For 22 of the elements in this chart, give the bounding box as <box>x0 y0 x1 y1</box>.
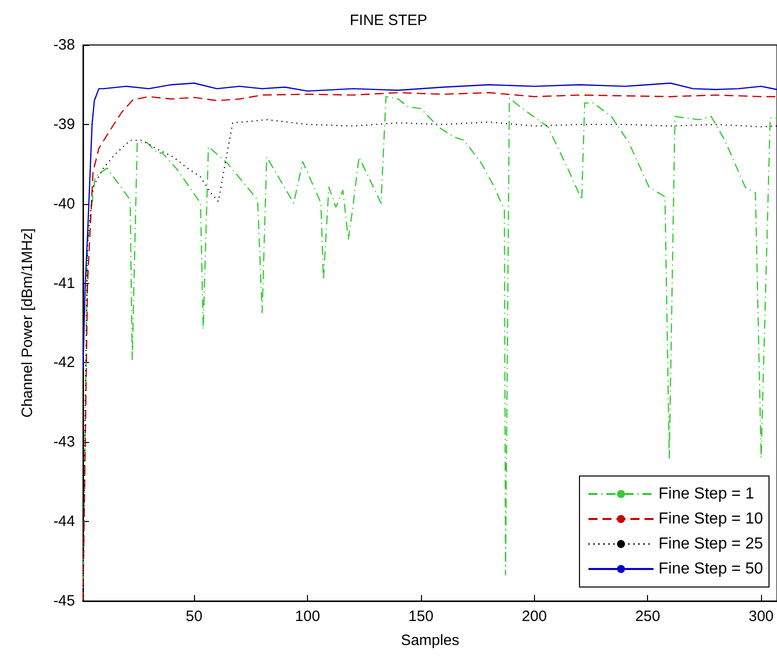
legend-label: Fine Step = 50 <box>658 560 764 578</box>
chart-title: FINE STEP <box>350 12 428 29</box>
y-tick-label: -40 <box>53 195 75 212</box>
legend-label: Fine Step = 25 <box>658 536 764 552</box>
x-tick-label: 150 <box>408 608 434 625</box>
y-tick-label: -39 <box>53 116 75 133</box>
x-tick-label: 50 <box>186 608 202 625</box>
y-tick-label: -44 <box>53 513 75 530</box>
x-tick-label: 300 <box>748 608 774 625</box>
line-series <box>82 82 777 372</box>
x-tick-label: 100 <box>295 608 320 625</box>
x-tick-label: 200 <box>522 608 547 625</box>
legend-label: Fine Step = 10 <box>658 510 764 528</box>
y-tick-label: -43 <box>53 434 75 451</box>
y-tick-label: -42 <box>53 354 75 372</box>
y-tick-label: -41 <box>53 274 75 292</box>
y-tick-label: -45 <box>53 592 75 610</box>
x-tick-label: 250 <box>635 608 660 625</box>
y-tick-label: -38 <box>53 36 75 54</box>
y-axis-title: Channel Power [dBm/1MHz] <box>19 228 36 418</box>
legend-label: Fine Step = 1 <box>658 486 754 502</box>
x-axis-title: Samples <box>400 632 460 649</box>
